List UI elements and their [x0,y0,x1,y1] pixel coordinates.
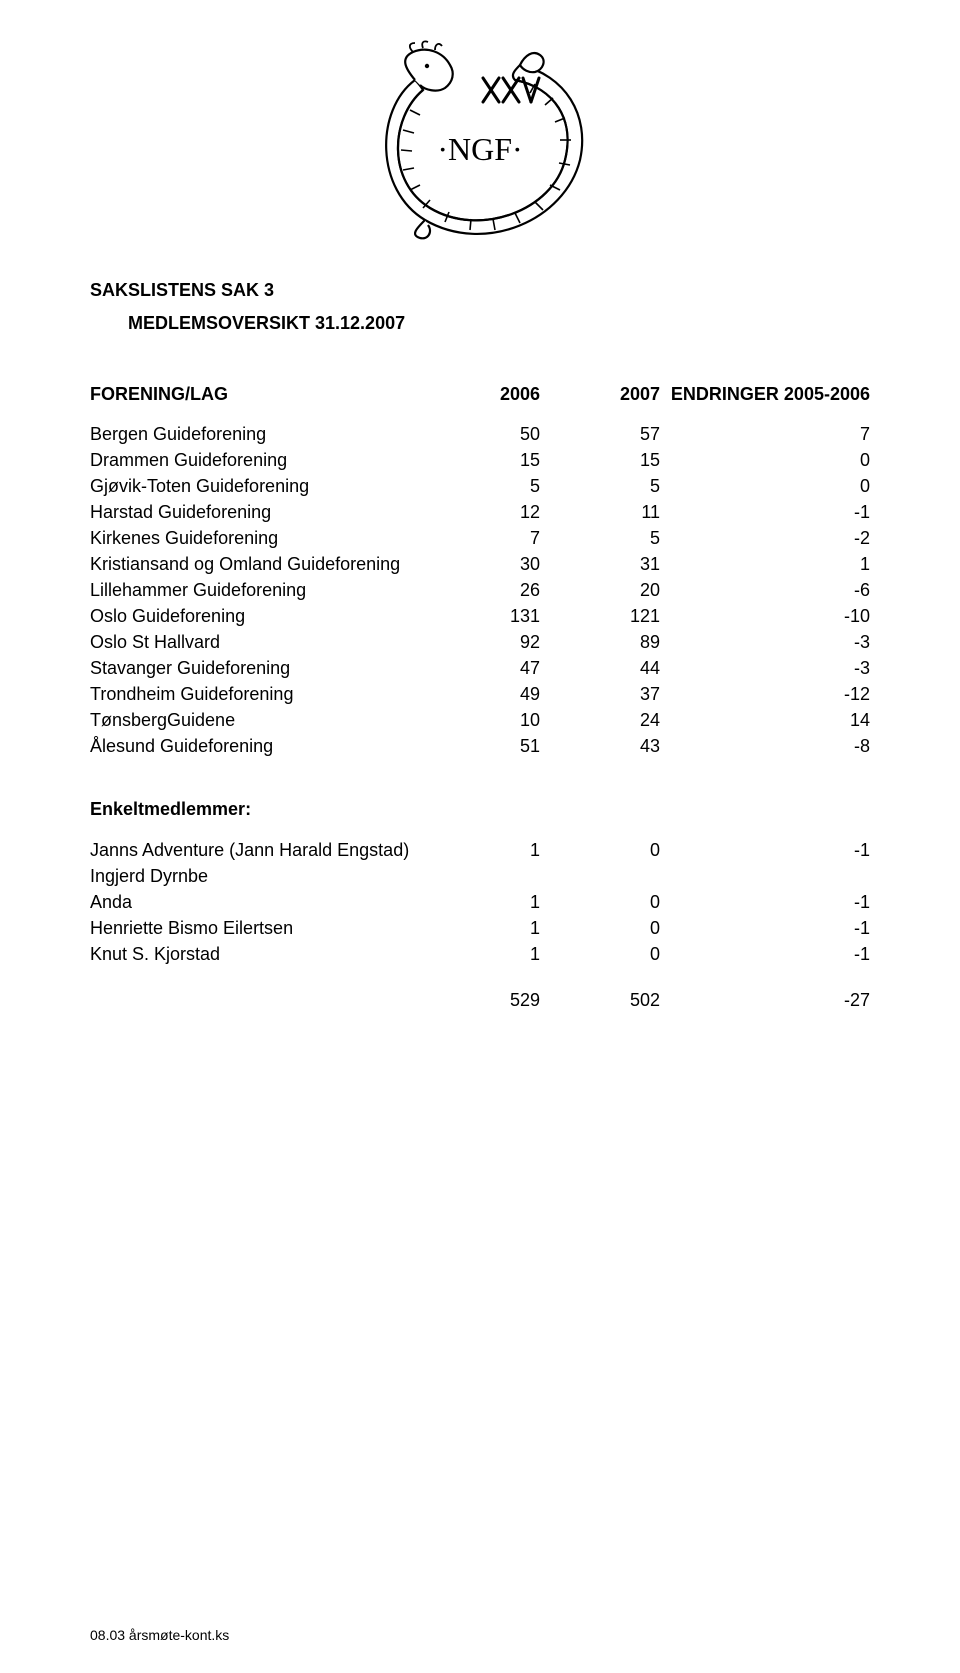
cell-name: Oslo Guideforening [90,606,420,627]
cell-2007: 44 [540,658,660,679]
cell-endringer: -3 [660,632,870,653]
cell-2006: 30 [420,554,540,575]
title-heading: MEDLEMSOVERSIKT 31.12.2007 [90,313,870,334]
cell-endringer [660,866,870,887]
cell-2007: 37 [540,684,660,705]
enkeltmedlemmer-table: Janns Adventure (Jann Harald Engstad)10-… [90,840,870,1011]
cell-name: Trondheim Guideforening [90,684,420,705]
cell-name: Knut S. Kjorstad [90,944,420,965]
cell-endringer: -1 [660,944,870,965]
cell-name: Ingjerd Dyrnbe [90,866,420,887]
cell-name: Anda [90,892,420,913]
forening-table: FORENING/LAG 2006 2007 ENDRINGER 2005-20… [90,384,870,757]
cell-endringer: 0 [660,476,870,497]
logo-container: ·NGF· [90,40,870,240]
totals-blank [90,990,420,1011]
cell-endringer: 14 [660,710,870,731]
cell-2007: 20 [540,580,660,601]
cell-name: Stavanger Guideforening [90,658,420,679]
enkeltmedlemmer-heading: Enkeltmedlemmer: [90,799,870,820]
header-2006: 2006 [420,384,540,405]
cell-2007: 24 [540,710,660,731]
cell-name: Ålesund Guideforening [90,736,420,757]
cell-name: Drammen Guideforening [90,450,420,471]
cell-2006: 7 [420,528,540,549]
cell-2006: 49 [420,684,540,705]
cell-2006: 26 [420,580,540,601]
cell-2007: 89 [540,632,660,653]
cell-name: Kirkenes Guideforening [90,528,420,549]
cell-endringer: -12 [660,684,870,705]
cell-endringer: 1 [660,554,870,575]
cell-2007: 0 [540,892,660,913]
cell-2006: 1 [420,892,540,913]
cell-2007: 121 [540,606,660,627]
totals-a: 529 [420,990,540,1011]
cell-endringer: 0 [660,450,870,471]
cell-2006: 51 [420,736,540,757]
cell-name: Gjøvik-Toten Guideforening [90,476,420,497]
cell-endringer: -1 [660,892,870,913]
cell-2006: 5 [420,476,540,497]
sak-heading: SAKSLISTENS SAK 3 [90,280,870,301]
cell-2006 [420,866,540,887]
cell-endringer: -6 [660,580,870,601]
cell-2007: 43 [540,736,660,757]
cell-2006: 1 [420,944,540,965]
cell-2007: 11 [540,502,660,523]
cell-name: TønsbergGuidene [90,710,420,731]
cell-name: Harstad Guideforening [90,502,420,523]
page-content: ·NGF· SAKSLISTENS SAK 3 MEDLEMSOVERSIKT … [0,0,960,1011]
cell-name: Oslo St Hallvard [90,632,420,653]
cell-2006: 92 [420,632,540,653]
cell-2006: 131 [420,606,540,627]
ngf-serpent-logo: ·NGF· [365,40,595,240]
cell-endringer: -2 [660,528,870,549]
cell-2007: 0 [540,918,660,939]
cell-2007: 15 [540,450,660,471]
cell-2007: 31 [540,554,660,575]
cell-2007: 0 [540,840,660,861]
cell-endringer: -3 [660,658,870,679]
cell-2006: 15 [420,450,540,471]
cell-endringer: -10 [660,606,870,627]
cell-2007: 5 [540,476,660,497]
heading-block: SAKSLISTENS SAK 3 MEDLEMSOVERSIKT 31.12.… [90,280,870,334]
cell-endringer: -1 [660,502,870,523]
header-endringer: ENDRINGER 2005-2006 [660,384,870,405]
cell-2006: 12 [420,502,540,523]
cell-endringer: 7 [660,424,870,445]
cell-2007: 5 [540,528,660,549]
totals-b: 502 [540,990,660,1011]
cell-2006: 1 [420,840,540,861]
cell-name: Kristiansand og Omland Guideforening [90,554,420,575]
cell-name: Janns Adventure (Jann Harald Engstad) [90,840,420,861]
cell-2007: 0 [540,944,660,965]
footer-text: 08.03 årsmøte-kont.ks [90,1627,229,1643]
cell-endringer: -1 [660,840,870,861]
cell-name: Lillehammer Guideforening [90,580,420,601]
cell-2006: 10 [420,710,540,731]
cell-2007: 57 [540,424,660,445]
cell-endringer: -8 [660,736,870,757]
header-2007: 2007 [540,384,660,405]
cell-2007 [540,866,660,887]
cell-2006: 47 [420,658,540,679]
header-forening: FORENING/LAG [90,384,420,405]
cell-2006: 50 [420,424,540,445]
logo-text-ngf: ·NGF· [437,131,522,167]
cell-name: Henriette Bismo Eilertsen [90,918,420,939]
cell-endringer: -1 [660,918,870,939]
totals-c: -27 [660,990,870,1011]
cell-2006: 1 [420,918,540,939]
cell-name: Bergen Guideforening [90,424,420,445]
